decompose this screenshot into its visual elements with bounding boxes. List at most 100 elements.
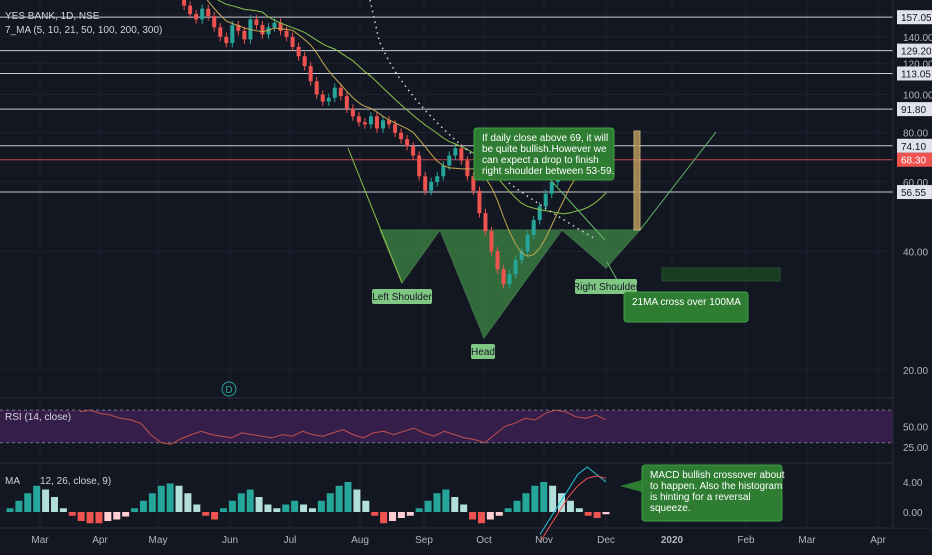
note-macd-line-1: to happen. Also the histogram: [650, 481, 782, 492]
candle-body: [514, 260, 518, 274]
candle-body: [297, 47, 301, 56]
candle-body: [363, 122, 367, 124]
candle-body: [230, 25, 234, 43]
candle-body: [483, 213, 487, 231]
note-ma-cross-line-0: 21MA cross over 100MA: [632, 297, 741, 308]
candle-body: [285, 31, 289, 37]
note-macd-line-0: MACD bullish crossover about: [650, 470, 785, 481]
candle-body: [489, 231, 493, 251]
candle-body: [526, 235, 530, 251]
macd-hist-bar-15: [140, 501, 147, 512]
macd-hist-bar-66: [594, 512, 601, 518]
candle-body: [182, 0, 186, 6]
price-tag-157.05[interactable]: 157.05: [897, 10, 932, 24]
candle-body: [502, 269, 506, 284]
rsi-band-fill: [0, 410, 893, 443]
macd-hist-bar-43: [389, 512, 396, 521]
macd-hist-bar-59: [531, 486, 538, 512]
candle-body: [194, 14, 198, 19]
candle-body: [273, 23, 277, 28]
note-ma-cross[interactable]: 21MA cross over 100MA: [624, 292, 748, 322]
macd-hist-bar-3: [33, 486, 40, 512]
time-label-3: Jun: [222, 535, 238, 546]
macd-hist-bar-36: [327, 493, 334, 512]
candle-body: [351, 109, 355, 117]
macd-hist-bar-31: [282, 505, 289, 513]
macd-hist-bar-21: [193, 505, 200, 513]
candle-body: [447, 156, 451, 166]
note-main-line-2: can expect a drop to finish: [482, 155, 599, 166]
price-tag-text: 129.20: [901, 47, 932, 58]
macd-hist-bar-5: [51, 497, 58, 512]
left-shoulder-label[interactable]: Left Shoulder: [372, 289, 432, 304]
price-tag-56.55[interactable]: 56.55: [897, 185, 932, 199]
macd-hist-bar-22: [202, 512, 209, 516]
rsi-tick-25.00: 25.00: [903, 443, 928, 454]
current-price-tag[interactable]: 68.30: [897, 153, 932, 167]
macd-tick-0.00: 0.00: [903, 508, 923, 519]
candle-body: [260, 25, 264, 34]
macd-hist-bar-42: [380, 512, 387, 523]
target-zone-box[interactable]: [662, 268, 780, 281]
macd-hist-bar-1: [15, 501, 22, 512]
macd-title-head: MA: [5, 476, 20, 487]
candle-body: [550, 182, 554, 194]
macd-hist-bar-54: [487, 512, 494, 520]
candle-53: [477, 186, 481, 217]
time-label-9: Dec: [597, 535, 615, 546]
macd-hist-bar-29: [264, 505, 271, 513]
macd-hist-bar-20: [184, 493, 191, 512]
macd-tick-4.00: 4.00: [903, 478, 923, 489]
candle-body: [399, 133, 403, 140]
price-axis[interactable]: 160.00140.00120.00100.0080.0060.0040.002…: [893, 0, 932, 528]
macd-hist-bar-16: [149, 493, 156, 512]
macd-hist-bar-0: [7, 508, 14, 512]
macd-hist-bar-28: [256, 497, 263, 512]
macd-hist-bar-49: [442, 490, 449, 513]
macd-hist-bar-7: [69, 512, 76, 516]
rsi-tick-50.00: 50.00: [903, 422, 928, 433]
candle-body: [453, 148, 457, 155]
macd-hist-bar-39: [353, 490, 360, 513]
macd-hist-bar-63: [567, 501, 574, 512]
candle-body: [532, 220, 536, 235]
price-tag-91.80[interactable]: 91.80: [897, 102, 932, 116]
candle-body: [429, 182, 433, 191]
candle-body: [508, 274, 512, 284]
candle-body: [538, 206, 542, 220]
candle-body: [459, 148, 463, 160]
time-label-1: Apr: [92, 535, 108, 546]
candle-body: [369, 116, 373, 124]
macd-hist-bar-67: [603, 512, 610, 514]
target-bar[interactable]: [634, 131, 640, 230]
price-tag-text: 74.10: [901, 142, 926, 153]
candle-body: [242, 31, 246, 39]
time-label-12: Mar: [798, 535, 816, 546]
time-label-10: 2020: [661, 535, 684, 546]
candle-body: [315, 81, 319, 94]
head-label[interactable]: Head: [471, 344, 495, 359]
candle-body: [200, 9, 204, 20]
candle-body: [381, 120, 385, 128]
macd-hist-bar-30: [273, 508, 280, 512]
time-label-8: Nov: [535, 535, 553, 546]
price-tag-74.10[interactable]: 74.10: [897, 139, 932, 153]
candle-body: [411, 146, 415, 156]
price-tick-40.00: 40.00: [903, 247, 928, 258]
price-tag-text: 91.80: [901, 105, 926, 116]
candle-body: [333, 88, 337, 98]
price-tick-100.00: 100.00: [903, 90, 932, 101]
price-tag-text: 113.05: [901, 69, 931, 80]
candle-body: [339, 88, 343, 96]
price-tag-text: 56.55: [901, 188, 926, 199]
macd-hist-bar-61: [549, 486, 556, 512]
price-tag-113.05[interactable]: 113.05: [897, 66, 932, 80]
price-tag-129.20[interactable]: 129.20: [897, 44, 932, 58]
macd-hist-bar-23: [211, 512, 218, 520]
price-tick-140.00: 140.00: [903, 33, 932, 44]
time-label-0: Mar: [31, 535, 49, 546]
